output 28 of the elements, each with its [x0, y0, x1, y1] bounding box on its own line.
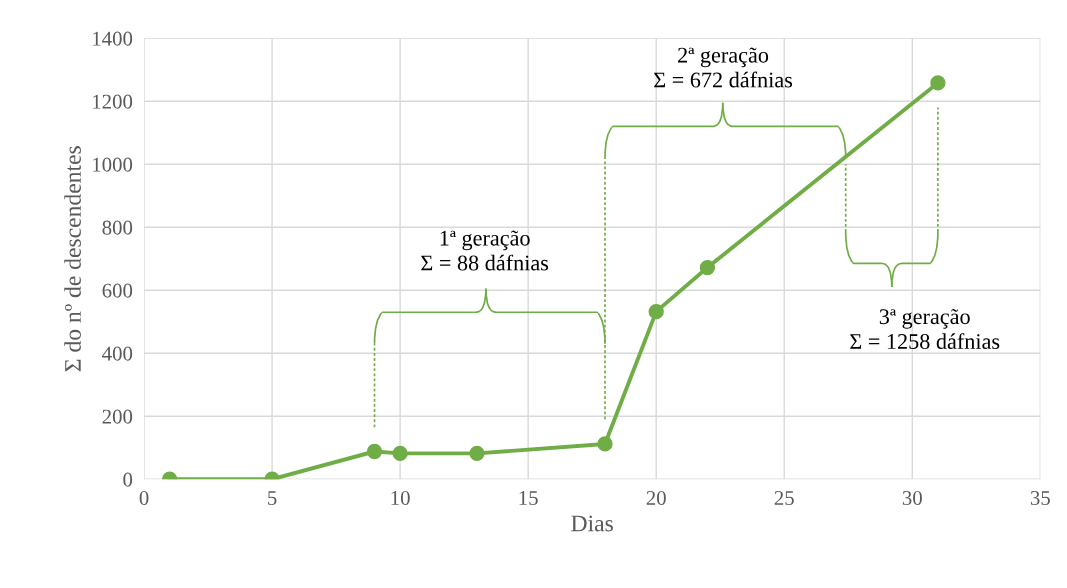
annotation: 1ª geração Σ = 88 dáfnias	[421, 230, 549, 271]
x-tick-label: 0	[139, 490, 149, 505]
point	[366, 443, 383, 460]
x-tick-label: 5	[268, 491, 277, 505]
x-tick-label: 10	[391, 490, 410, 505]
x-axis-title: Dias	[571, 515, 613, 532]
point	[597, 436, 613, 452]
point	[699, 259, 716, 276]
x-tick-label: 35	[1030, 490, 1050, 505]
x-tick-label: 20	[646, 490, 666, 505]
y-tick-label: 1400	[93, 31, 133, 46]
point	[930, 75, 946, 91]
point	[392, 445, 408, 462]
y-tick-label: 200	[102, 409, 133, 424]
y-tick-label: 400	[102, 346, 133, 361]
x-tick-label: 25	[774, 490, 794, 505]
annotation: 3ª geração Σ = 1258 dáfnias	[850, 308, 1000, 349]
y-tick-label: 600	[102, 283, 133, 298]
y-tick-label: 1000	[93, 157, 133, 172]
y-tick-label: 800	[102, 220, 133, 235]
y-axis-title: Σ do nº de descendentes	[64, 146, 81, 372]
y-tick-label: 1200	[93, 94, 133, 109]
point	[469, 445, 485, 462]
point	[648, 304, 664, 320]
x-tick-label: 15	[519, 491, 538, 505]
annotation: 2ª geração Σ = 672 dáfnias	[654, 47, 793, 88]
y-tick-label: 0	[123, 472, 133, 487]
x-tick-label: 30	[902, 490, 922, 505]
